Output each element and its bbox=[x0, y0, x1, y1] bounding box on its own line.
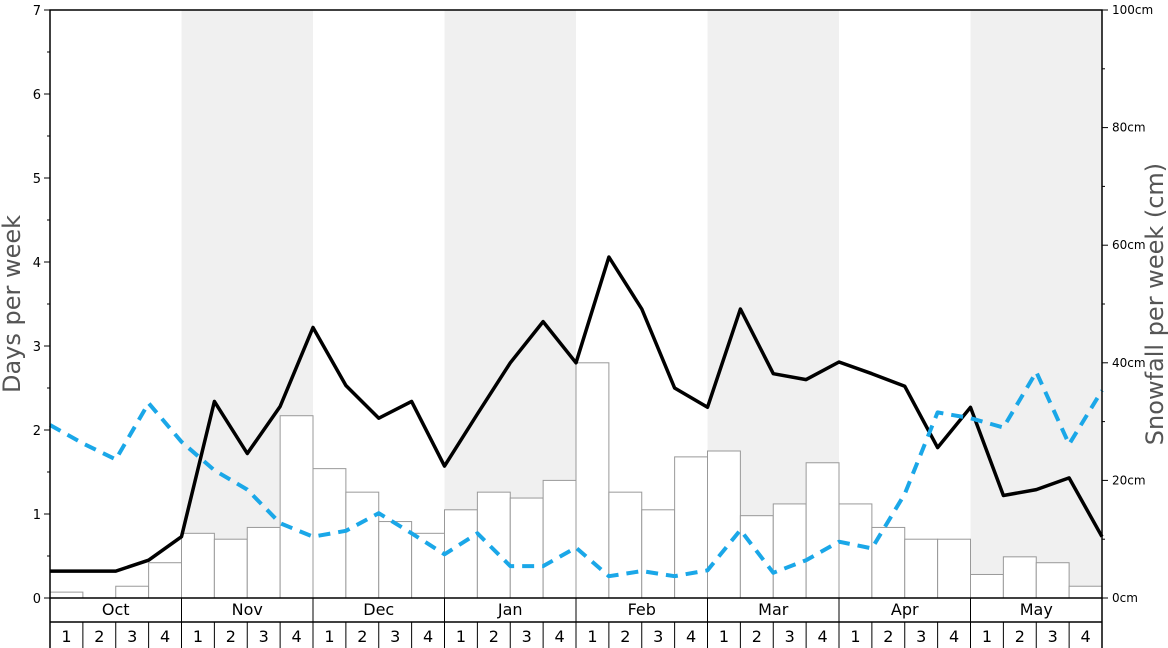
snowfall-bar bbox=[1068, 585, 1103, 599]
week-label: 1 bbox=[719, 627, 729, 646]
left-axis-title: Days per week bbox=[0, 215, 26, 393]
week-label: 4 bbox=[1080, 627, 1090, 646]
left-tick-label: 5 bbox=[33, 172, 41, 187]
series-lines bbox=[49, 255, 1104, 579]
week-label: 4 bbox=[686, 627, 696, 646]
snowfall-bar bbox=[772, 503, 807, 599]
right-tick-label: 80cm bbox=[1112, 121, 1146, 135]
right-tick-label: 40cm bbox=[1112, 356, 1146, 370]
week-label: 2 bbox=[752, 627, 762, 646]
snowfall-bar bbox=[904, 538, 939, 599]
week-label: 3 bbox=[916, 627, 926, 646]
snowfall-bar bbox=[345, 491, 380, 599]
week-label: 4 bbox=[817, 627, 827, 646]
left-tick-label: 3 bbox=[33, 340, 41, 355]
month-label: Jan bbox=[497, 600, 523, 619]
snowfall-bar bbox=[970, 573, 1004, 599]
snowfall-bar bbox=[476, 491, 511, 599]
week-label: 3 bbox=[1048, 627, 1058, 646]
month-band bbox=[970, 10, 1102, 598]
month-label: Mar bbox=[758, 600, 789, 619]
right-axis-title: Snowfall per week (cm) bbox=[1141, 163, 1168, 445]
snowfall-bar bbox=[805, 462, 840, 599]
week-label: 1 bbox=[850, 627, 860, 646]
month-label: Feb bbox=[628, 600, 656, 619]
snowfall-bar bbox=[115, 585, 150, 599]
week-label: 4 bbox=[160, 627, 170, 646]
snowfall-bar bbox=[838, 503, 873, 599]
week-label: 3 bbox=[785, 627, 795, 646]
week-label: 1 bbox=[982, 627, 992, 646]
snowfall-bar bbox=[937, 538, 971, 599]
month-bands bbox=[181, 10, 1102, 598]
snowfall-bar bbox=[246, 526, 281, 599]
week-label: 2 bbox=[357, 627, 367, 646]
right-tick-label: 100cm bbox=[1112, 3, 1153, 17]
week-label: 1 bbox=[456, 627, 466, 646]
left-tick-label: 0 bbox=[33, 592, 41, 607]
snowfall-bar bbox=[148, 562, 182, 599]
week-label: 3 bbox=[390, 627, 400, 646]
snowfall-bar bbox=[542, 479, 577, 599]
month-label: Oct bbox=[102, 600, 130, 619]
month-label: Nov bbox=[232, 600, 263, 619]
snowfall-bar bbox=[378, 521, 413, 599]
snowfall-bar bbox=[641, 509, 676, 599]
week-label: 2 bbox=[883, 627, 893, 646]
week-label: 2 bbox=[489, 627, 499, 646]
snowfall-bar bbox=[739, 515, 774, 599]
week-label: 1 bbox=[587, 627, 597, 646]
snowfall-bar bbox=[1002, 556, 1037, 599]
x-axis: Oct 1 2 3 4 Nov 1 2 3 4 Dec 1 2 3 4 Jan 1 2 3 4 Feb 1 2 3 4 Mar 1 2… bbox=[49, 598, 1103, 648]
right-tick-label: 0cm bbox=[1112, 591, 1138, 605]
month-label: Apr bbox=[891, 600, 919, 619]
snowfall-bars bbox=[49, 362, 1103, 599]
week-label: 1 bbox=[193, 627, 203, 646]
week-label: 4 bbox=[949, 627, 959, 646]
snowfall-bar bbox=[575, 362, 610, 599]
right-tick-label: 60cm bbox=[1112, 238, 1146, 252]
left-tick-label: 4 bbox=[33, 256, 41, 271]
snowfall-bar bbox=[707, 450, 741, 599]
left-tick-label: 6 bbox=[33, 88, 41, 103]
left-tick-label: 2 bbox=[33, 424, 41, 439]
week-label: 3 bbox=[522, 627, 532, 646]
left-tick-label: 1 bbox=[33, 508, 41, 523]
week-label: 4 bbox=[423, 627, 433, 646]
snowfall-bar bbox=[181, 532, 215, 599]
week-label: 2 bbox=[94, 627, 104, 646]
snowfall-bar bbox=[608, 491, 643, 599]
week-label: 4 bbox=[554, 627, 564, 646]
snowfall-bar bbox=[509, 497, 544, 599]
week-label: 2 bbox=[226, 627, 236, 646]
snowfall-bar bbox=[49, 591, 84, 599]
left-axis: 0 1 2 3 4 5 6 7 bbox=[33, 4, 50, 607]
right-axis: 0cm 20cm 40cm 60cm 80cm 100cm bbox=[1102, 3, 1153, 605]
month-label: Dec bbox=[363, 600, 394, 619]
snowfall-bar bbox=[444, 509, 478, 599]
week-label: 1 bbox=[61, 627, 71, 646]
snowfall-bar bbox=[1035, 562, 1070, 599]
week-label: 2 bbox=[620, 627, 630, 646]
snowfall-bar bbox=[279, 415, 314, 599]
month-label: May bbox=[1020, 600, 1053, 619]
snowfall-bar bbox=[674, 456, 708, 599]
week-label: 3 bbox=[653, 627, 663, 646]
right-tick-label: 20cm bbox=[1112, 473, 1146, 487]
week-label: 2 bbox=[1015, 627, 1025, 646]
dashed-series-line bbox=[49, 370, 1104, 579]
solid-series-line bbox=[50, 255, 1104, 573]
week-label: 1 bbox=[324, 627, 334, 646]
left-tick-label: 7 bbox=[33, 4, 41, 19]
week-label: 3 bbox=[259, 627, 269, 646]
week-label: 4 bbox=[291, 627, 301, 646]
week-label: 3 bbox=[127, 627, 137, 646]
snowfall-bar bbox=[213, 538, 248, 599]
